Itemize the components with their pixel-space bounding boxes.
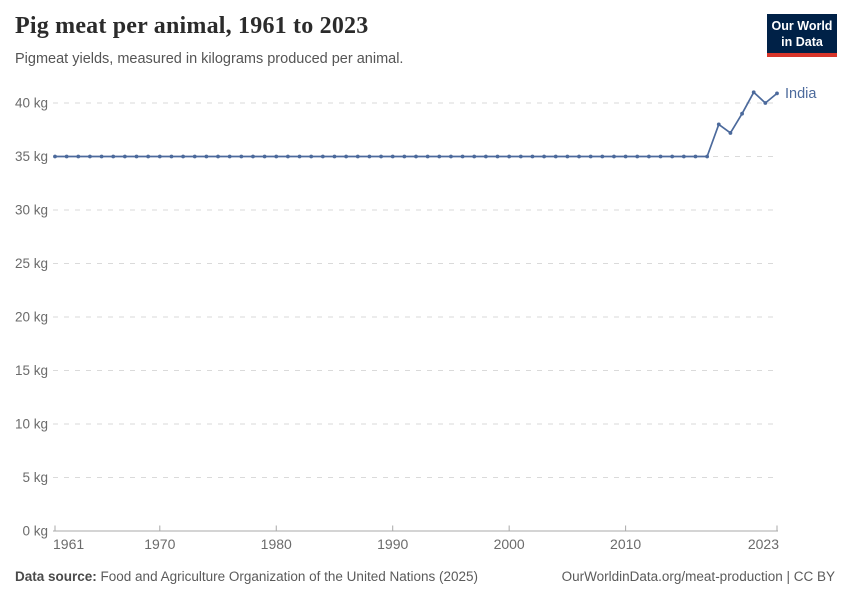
data-point <box>751 90 756 95</box>
data-point <box>344 154 349 159</box>
line-chart: 0 kg 5 kg 10 kg 15 kg 20 kg 25 kg 30 kg 35 kg 40… <box>15 86 817 552</box>
data-point <box>157 154 162 159</box>
owid-logo: Our World in Data <box>767 14 837 58</box>
y-tick-label: 15 kg <box>15 363 48 378</box>
x-tick-label: 2000 <box>494 536 525 552</box>
y-tick-label: 35 kg <box>15 149 48 164</box>
y-tick-label: 25 kg <box>15 256 48 271</box>
data-point <box>99 154 104 159</box>
data-point <box>262 154 267 159</box>
data-point <box>775 91 779 96</box>
data-point <box>111 154 116 159</box>
data-point <box>297 154 302 159</box>
data-point <box>355 154 360 159</box>
data-point <box>332 154 337 159</box>
data-point <box>600 154 605 159</box>
data-point <box>192 154 197 159</box>
series-label-india: India <box>785 86 817 102</box>
x-tick-label: 1961 <box>53 536 84 552</box>
data-point <box>588 154 593 159</box>
data-point <box>216 154 220 159</box>
data-point <box>274 154 279 159</box>
data-point <box>286 154 290 159</box>
data-source-label: Data source: <box>15 569 97 584</box>
data-point <box>460 154 465 159</box>
data-point <box>390 154 395 159</box>
page-title: Pig meat per animal, 1961 to 2023 <box>15 13 369 39</box>
data-point <box>379 154 383 159</box>
y-tick-label: 5 kg <box>22 470 48 485</box>
x-tick-label: 2023 <box>748 536 779 552</box>
data-point <box>134 154 139 159</box>
data-point <box>518 154 523 159</box>
data-point <box>763 101 768 105</box>
data-point <box>227 154 232 159</box>
data-point <box>76 154 81 159</box>
chart-subtitle: Pigmeat yields, measured in kilograms pr… <box>15 51 404 67</box>
data-point <box>437 154 442 159</box>
data-point <box>449 154 453 159</box>
data-point <box>64 154 69 159</box>
data-point <box>705 154 710 159</box>
owid-logo-line1: Our World <box>771 19 833 33</box>
data-point <box>553 154 558 159</box>
data-point <box>146 154 151 159</box>
data-source-text: Food and Agriculture Organization of the… <box>96 569 479 584</box>
data-point <box>740 111 744 116</box>
x-tick-label: 1990 <box>377 536 408 552</box>
x-tick-label: 1980 <box>261 536 292 552</box>
data-point <box>647 154 651 159</box>
data-point <box>577 154 581 159</box>
data-point <box>612 154 616 159</box>
data-point <box>367 154 372 159</box>
data-point <box>204 154 209 159</box>
data-point <box>414 154 418 159</box>
data-point <box>681 154 686 159</box>
y-tick-label: 20 kg <box>15 310 48 325</box>
data-point <box>483 154 488 159</box>
data-point <box>565 154 570 159</box>
data-point <box>122 154 127 159</box>
y-tick-label: 0 kg <box>22 524 48 539</box>
data-point <box>402 154 407 159</box>
data-point <box>530 154 535 159</box>
data-point <box>309 154 314 159</box>
data-point <box>658 154 663 159</box>
y-tick-label: 30 kg <box>15 203 48 218</box>
x-tick-label: 2010 <box>610 536 641 552</box>
y-tick-label: 40 kg <box>15 96 48 111</box>
owid-url-license-link[interactable]: OurWorldinData.org/meat-production | CC … <box>561 569 835 584</box>
data-point <box>472 154 477 159</box>
data-point <box>728 131 733 135</box>
data-point <box>716 122 721 127</box>
owid-logo-line2: in Data <box>781 34 823 49</box>
data-point <box>239 154 244 159</box>
data-point <box>251 154 255 159</box>
x-tick-label: 1970 <box>144 536 175 552</box>
data-point <box>425 154 430 159</box>
data-point <box>495 154 500 159</box>
data-point <box>320 154 325 159</box>
data-point <box>693 154 698 159</box>
data-point <box>181 154 185 159</box>
data-point <box>542 154 546 159</box>
data-point <box>88 154 92 159</box>
data-point <box>169 154 174 159</box>
chart-footer: Data source: Food and Agriculture Organi… <box>15 569 835 584</box>
y-tick-label: 10 kg <box>15 417 48 432</box>
data-point <box>53 154 57 159</box>
series-line-india <box>54 91 778 158</box>
data-point <box>635 154 640 159</box>
data-point <box>670 154 675 159</box>
data-source: Data source: Food and Agriculture Organi… <box>15 569 478 584</box>
data-point <box>623 154 628 159</box>
data-point <box>507 154 512 159</box>
